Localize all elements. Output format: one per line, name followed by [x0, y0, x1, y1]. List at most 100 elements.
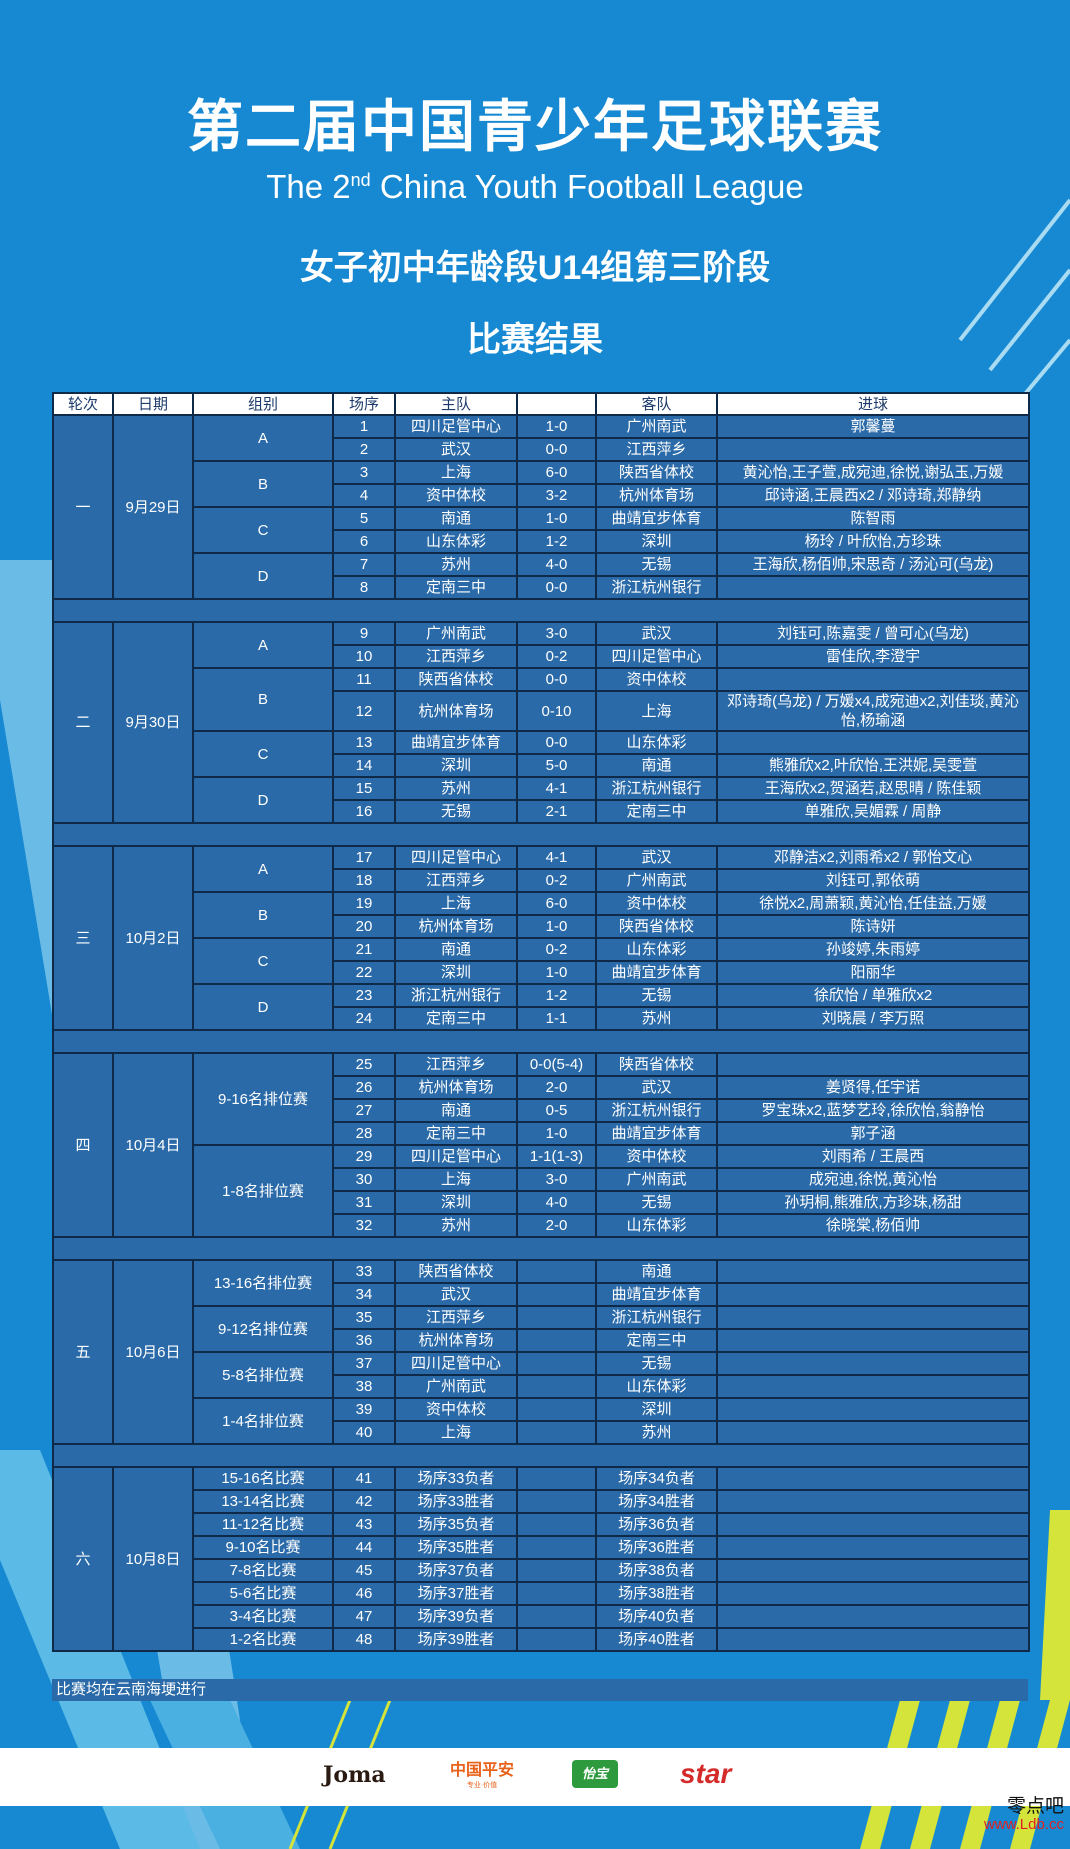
table-row: B 11 陕西省体校 0-0 资中体校	[53, 667, 1030, 732]
match-no-cell: 15	[332, 776, 396, 801]
scorers-cell: 单雅欣,吴媚霖 / 周静	[716, 799, 1030, 824]
date-cell: 9月30日	[112, 621, 194, 824]
table-row: 11-12名比赛 43 场序35负者 场序36负者	[53, 1512, 1030, 1537]
table-row: 12 杭州体育场 0-10 上海 邓诗琦(乌龙) / 万媛x4,成宛迪x2,刘佳琰,黄沁…	[53, 690, 1030, 732]
table-row: 3-4名比赛 47 场序39负者 场序40负者	[53, 1604, 1030, 1629]
score-cell: 2-1	[516, 799, 597, 824]
home-team-cell: 定南三中	[394, 575, 518, 600]
away-team-cell: 无锡	[595, 1190, 718, 1215]
scorers-cell: 徐悦x2,周萧颖,黄沁怡,任佳益,万媛	[716, 891, 1030, 916]
group-cell: 3-4名比赛	[192, 1604, 334, 1629]
column-header: 日期	[112, 392, 194, 416]
table-row: 40 上海 苏州	[53, 1420, 1030, 1445]
score-cell	[516, 1282, 597, 1307]
scorers-cell: 阳丽华	[716, 960, 1030, 985]
home-team-cell: 四川足管中心	[394, 845, 518, 870]
column-header: 客队	[595, 392, 718, 416]
match-no-cell: 40	[332, 1420, 396, 1445]
table-row: 5-6名比赛 46 场序37胜者 场序38胜者	[53, 1581, 1030, 1606]
score-cell: 0-0	[516, 667, 597, 692]
table-row: 16 无锡 2-1 定南三中 单雅欣,吴媚霖 / 周静	[53, 799, 1030, 824]
column-header	[516, 392, 597, 416]
spacer-row	[52, 1443, 1030, 1468]
match-no-cell: 13	[332, 730, 396, 755]
match-no-cell: 23	[332, 983, 396, 1008]
away-team-cell: 四川足管中心	[595, 644, 718, 669]
date-cell: 9月29日	[112, 414, 194, 600]
score-cell	[516, 1374, 597, 1399]
score-cell	[516, 1305, 597, 1330]
away-team-cell: 武汉	[595, 621, 718, 646]
home-team-cell: 上海	[394, 1420, 518, 1445]
table-row: 1-4名排位赛 39 资中体校 深圳	[53, 1397, 1030, 1445]
scorers-cell	[716, 1282, 1030, 1307]
group-cell: 13-14名比赛	[192, 1489, 334, 1514]
english-title-pre: The 2	[266, 168, 351, 205]
group-cell: 1-4名排位赛	[192, 1397, 334, 1445]
spacer-row	[52, 822, 1030, 847]
home-team-cell: 资中体校	[394, 483, 518, 508]
column-header: 进球	[716, 392, 1030, 416]
home-team-cell: 苏州	[394, 1213, 518, 1238]
scorers-cell: 罗宝珠x2,蓝梦艺玲,徐欣怡,翁静怡	[716, 1098, 1030, 1123]
match-no-cell: 1	[332, 414, 396, 439]
match-no-cell: 27	[332, 1098, 396, 1123]
away-team-cell: 曲靖宜步体育	[595, 1121, 718, 1146]
table-row: C 13 曲靖宜步体育 0-0 山东体彩	[53, 730, 1030, 778]
table-row: 36 杭州体育场 定南三中	[53, 1328, 1030, 1353]
score-cell: 2-0	[516, 1075, 597, 1100]
group-cell: C	[192, 730, 334, 778]
table-row: 13-14名比赛 42 场序33胜者 场序34胜者	[53, 1489, 1030, 1514]
home-team-cell: 场序39胜者	[394, 1627, 518, 1652]
score-cell	[516, 1604, 597, 1629]
score-cell	[516, 1397, 597, 1422]
score-cell: 1-0	[516, 506, 597, 531]
scorers-cell	[716, 1374, 1030, 1399]
scorers-cell: 郭馨蔓	[716, 414, 1030, 439]
table-row: 六 10月8日 15-16名比赛 41 场序33负者 场序34负者	[52, 1466, 1030, 1652]
away-team-cell: 苏州	[595, 1006, 718, 1031]
table-row: 38 广州南武 山东体彩	[53, 1374, 1030, 1399]
home-team-cell: 苏州	[394, 776, 518, 801]
spacer-cell	[52, 598, 1030, 623]
table-row: 四 10月4日 9-16名排位赛 25 江西萍乡 0-0(5-4) 陕西省体校	[52, 1052, 1030, 1238]
match-no-cell: 4	[332, 483, 396, 508]
match-no-cell: 14	[332, 753, 396, 778]
scorers-cell: 邱诗涵,王晨西x2 / 邓诗琦,郑静纳	[716, 483, 1030, 508]
spacer-row	[52, 1236, 1030, 1261]
match-no-cell: 37	[332, 1351, 396, 1376]
spacer-row	[52, 1029, 1030, 1054]
score-cell	[516, 1535, 597, 1560]
away-team-cell: 陕西省体校	[595, 1052, 718, 1077]
away-team-cell: 山东体彩	[595, 937, 718, 962]
score-cell: 6-0	[516, 891, 597, 916]
score-cell: 0-2	[516, 644, 597, 669]
match-no-cell: 19	[332, 891, 396, 916]
scorers-cell: 王海欣x2,贺涵若,赵思晴 / 陈佳颖	[716, 776, 1030, 801]
away-team-cell: 定南三中	[595, 799, 718, 824]
match-no-cell: 28	[332, 1121, 396, 1146]
score-cell: 2-0	[516, 1213, 597, 1238]
away-team-cell: 场序34胜者	[595, 1489, 718, 1514]
watermark: 零点吧 www.Ldb.cc	[984, 1796, 1064, 1833]
scorers-cell: 邓诗琦(乌龙) / 万媛x4,成宛迪x2,刘佳琰,黄沁怡,杨瑜涵	[716, 690, 1030, 732]
round-cell: 一	[52, 414, 114, 600]
table-row: D 7 苏州 4-0 无锡 王海欣,杨佰帅,宋思奇 / 汤沁可(乌龙)	[53, 552, 1030, 600]
score-cell: 0-5	[516, 1098, 597, 1123]
table-row: 三 10月2日 A 17 四川足管中心 4-1 武汉 邓静洁x2,刘雨希x2 / 郭怡文心	[52, 845, 1030, 1031]
scorers-cell	[716, 1052, 1030, 1077]
joma-logo: Joma	[323, 1762, 386, 1788]
table-row: 1-8名排位赛 29 四川足管中心 1-1(1-3) 资中体校 刘雨希 / 王晨西	[53, 1144, 1030, 1238]
away-team-cell: 广州南武	[595, 1167, 718, 1192]
table-row: 6 山东体彩 1-2 深圳 杨玲 / 叶欣怡,方珍珠	[53, 529, 1030, 554]
home-team-cell: 浙江杭州银行	[394, 983, 518, 1008]
match-no-cell: 42	[332, 1489, 396, 1514]
away-team-cell: 曲靖宜步体育	[595, 960, 718, 985]
scorers-cell	[716, 1259, 1030, 1284]
home-team-cell: 场序39负者	[394, 1604, 518, 1629]
score-cell: 0-10	[516, 690, 597, 732]
home-team-cell: 场序35胜者	[394, 1535, 518, 1560]
scorers-cell	[716, 1466, 1030, 1491]
score-cell: 4-1	[516, 845, 597, 870]
scorers-cell: 陈诗妍	[716, 914, 1030, 939]
